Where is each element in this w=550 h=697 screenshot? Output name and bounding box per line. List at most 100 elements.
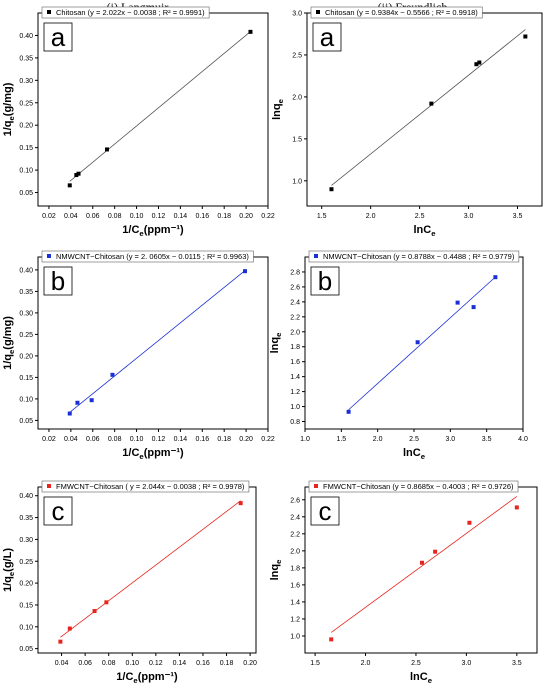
data-point <box>493 275 498 280</box>
panel-letter-box <box>312 22 342 52</box>
x-tick-label: 2.0 <box>361 660 371 667</box>
data-point <box>110 372 115 377</box>
data-point <box>455 300 460 305</box>
data-point <box>243 269 247 274</box>
x-tick-label: 0.12 <box>152 213 166 220</box>
x-tick-label: 2.5 <box>415 213 425 220</box>
y-tick-label: 0.20 <box>19 353 33 360</box>
y-tick-label: 2.8 <box>290 269 300 276</box>
data-point <box>92 609 97 614</box>
data-point <box>477 60 482 65</box>
data-point <box>329 187 334 192</box>
x-tick-label: 0.18 <box>217 436 231 443</box>
legend-marker <box>47 254 51 258</box>
x-tick-label: 3.5 <box>512 660 522 667</box>
x-tick-label: 0.14 <box>173 660 187 667</box>
data-point <box>523 34 528 39</box>
y-tick-label: 1.2 <box>290 616 300 623</box>
data-point <box>67 411 72 416</box>
y-tick-label: 2.6 <box>290 497 300 504</box>
y-tick-label: 2.0 <box>290 548 300 555</box>
y-tick-label: 2.0 <box>290 329 300 336</box>
y-tick-label: 2.6 <box>290 284 300 291</box>
legend-text: FMWCNT−Chitosan ( y = 2.044x − 0.0038 ; … <box>56 482 245 491</box>
legend-text: FMWCNT−Chitosan (y = 0.8685x − 0.4003 ; … <box>323 482 514 491</box>
y-tick-label: 2.0 <box>292 94 302 101</box>
data-point <box>58 639 63 644</box>
panel-letter-box <box>310 496 340 526</box>
x-tick-label: 0.06 <box>78 660 92 667</box>
data-point <box>248 29 253 34</box>
x-axis-label: 1/Ce(ppm⁻¹) <box>122 224 184 238</box>
y-tick-label: 0.15 <box>19 602 33 609</box>
x-tick-label: 2.5 <box>409 436 419 443</box>
y-tick-label: 0.10 <box>19 624 33 631</box>
x-tick-label: 0.04 <box>64 436 78 443</box>
x-tick-label: 0.18 <box>220 660 234 667</box>
data-point <box>104 600 109 605</box>
legend-marker <box>316 10 320 14</box>
x-tick-label: 0.10 <box>125 660 139 667</box>
y-tick-label: 0.10 <box>19 396 33 403</box>
y-tick-label: 0.30 <box>19 78 33 85</box>
y-tick-label: 3.0 <box>292 11 302 18</box>
legend-marker <box>314 254 318 258</box>
fit-line <box>60 500 241 638</box>
x-tick-label: 0.04 <box>55 660 69 667</box>
legend-box <box>41 250 254 263</box>
plot-frame <box>304 486 538 654</box>
x-tick-label: 0.08 <box>102 660 116 667</box>
y-tick-label: 2.2 <box>290 314 300 321</box>
legend-text: NMWCNT−Chitosan (y = 0.8788x − 0.4488 ; … <box>323 252 515 261</box>
legend-box <box>308 480 519 493</box>
chart-langmuir-a: 0.02 0.04 0.06 0.08 0.10 0.12 0.14 0.16 0.18 0.20… <box>2 6 275 238</box>
legend-box <box>308 250 520 263</box>
x-tick-label: 0.08 <box>108 213 122 220</box>
data-point <box>74 173 79 178</box>
data-point <box>105 147 109 152</box>
x-tick-label: 0.22 <box>261 213 275 220</box>
y-tick-label: 1.0 <box>290 633 300 640</box>
x-tick-label: 0.06 <box>86 436 100 443</box>
y-tick-label: 2.4 <box>290 299 300 306</box>
y-tick-label: 2.4 <box>290 514 300 521</box>
x-tick-label: 0.18 <box>217 213 231 220</box>
fit-line <box>69 270 246 413</box>
panel-letter: c <box>52 496 65 526</box>
y-tick-label: 1.8 <box>290 344 300 351</box>
panel-letter-box <box>43 266 73 296</box>
data-point <box>474 62 479 67</box>
x-tick-label: 0.12 <box>149 660 163 667</box>
data-point <box>471 305 476 310</box>
y-tick-label: 1.5 <box>292 136 302 143</box>
legend-text: NMWCNT−Chitosan (y = 2. 0605x − 0.0115 ;… <box>56 252 249 261</box>
panel-letter-box <box>43 22 73 52</box>
fit-line <box>348 276 496 411</box>
legend-marker <box>314 484 318 488</box>
x-tick-label: 0.02 <box>42 436 56 443</box>
data-point <box>415 340 420 345</box>
y-tick-label: 1.0 <box>290 404 300 411</box>
y-axis-label: lnqe <box>269 332 283 354</box>
x-tick-label: 0.12 <box>152 436 166 443</box>
plot-frame <box>37 12 269 207</box>
y-tick-label: 1.4 <box>290 374 300 381</box>
y-tick-label: 0.05 <box>19 190 33 197</box>
data-point <box>467 520 472 525</box>
x-tick-label: 2.0 <box>373 436 383 443</box>
y-tick-label: 1.6 <box>290 359 300 366</box>
legend-box <box>310 6 483 19</box>
x-tick-label: 1.5 <box>336 436 346 443</box>
legend-marker <box>47 10 51 14</box>
panel-letter-box <box>43 496 73 526</box>
x-tick-label: 3.5 <box>513 213 523 220</box>
y-tick-label: 1.8 <box>290 565 300 572</box>
y-tick-label: 0.20 <box>19 581 33 588</box>
x-tick-label: 2.0 <box>366 213 376 220</box>
fit-line <box>330 496 518 633</box>
y-tick-label: 0.35 <box>19 289 33 296</box>
fit-line <box>69 31 251 182</box>
legend-box <box>41 6 210 19</box>
panel-letter: c <box>319 496 332 526</box>
